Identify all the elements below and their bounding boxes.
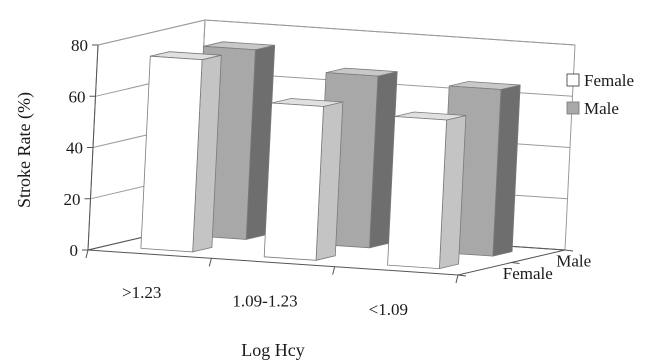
bar-female	[263, 98, 344, 261]
y-tick-label: 60	[69, 87, 86, 106]
depth-tick-mark	[511, 262, 520, 264]
bar-female	[387, 111, 467, 270]
depth-tick-mark	[564, 249, 574, 252]
x-tick-label: 1.09-1.23	[232, 292, 297, 311]
x-tick-mark	[455, 274, 459, 284]
bar-front-face	[387, 116, 448, 270]
y-tick-label: 0	[70, 241, 79, 260]
y-tick-label: 20	[64, 190, 81, 209]
y-tick-label: 80	[71, 36, 88, 55]
gridline	[97, 19, 576, 46]
y-tick-label: 40	[66, 139, 83, 158]
legend: Female Male	[566, 71, 634, 118]
bars	[140, 41, 521, 270]
axis-labels: Stroke Rate (%) Log Hcy 0 20 40 60 80 >1.23 1.…	[14, 36, 591, 360]
x-tick-label: >1.23	[122, 283, 161, 302]
depth-axis-label: Male	[556, 251, 591, 270]
bar-female	[140, 51, 222, 253]
x-axis-label: Log Hcy	[241, 340, 304, 360]
depth-tick-mark	[457, 274, 467, 277]
legend-label-female: Female	[584, 71, 634, 90]
x-tick-label: <1.09	[369, 300, 408, 319]
legend-swatch-female	[566, 73, 580, 87]
x-tick-mark	[332, 266, 336, 275]
y-axis-line	[87, 44, 99, 251]
legend-label-male: Male	[584, 99, 619, 118]
y-axis-label: Stroke Rate (%)	[14, 92, 35, 208]
bar-front-face	[140, 55, 203, 253]
legend-swatch-male	[566, 101, 580, 115]
x-tick-mark	[208, 258, 212, 267]
bar-front-face	[263, 102, 324, 261]
depth-axis-label: Female	[503, 264, 553, 283]
x-tick-mark	[85, 249, 89, 259]
